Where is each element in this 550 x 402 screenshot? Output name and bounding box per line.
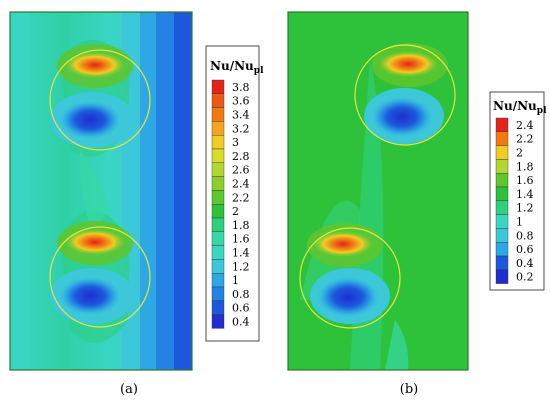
colorbar-a-swatch [211,259,225,274]
colorbar-b-swatch [495,200,509,215]
colorbar-b-swatch [495,117,509,133]
colorbar-b-tick-label: 0.8 [516,229,534,242]
colorbar-b-swatch [495,172,509,188]
colorbar-a-swatch [211,217,225,233]
cylinder-outline-b2 [299,227,401,329]
colorbar-b-tick-label: 2 [516,147,523,160]
colorbar-b-swatch [495,186,509,202]
colorbar-a-tick-label: 3.2 [232,122,250,135]
colorbar-a-tick-label: 3.6 [232,95,250,108]
colorbar-a-swatch [211,203,225,219]
colorbar-a-tick-label: 3.8 [232,81,250,94]
colorbar-a-tick-label: 2 [232,205,239,218]
colorbar-b-swatch [495,269,509,284]
colorbar-b-tick-label: 1 [516,216,523,229]
colorbar-a-swatch [211,245,225,260]
colorbar-b-swatch [495,255,509,271]
colorbar-a-swatch [211,162,225,177]
colorbar-b-tick-label: 2.2 [516,133,534,146]
colorbar-b-tick-label: 2.4 [516,119,534,132]
colorbar-a-swatch [211,176,225,191]
colorbar-a-swatch [211,93,225,108]
cylinder-outline-b1 [354,44,456,146]
colorbar-a-swatch [211,231,225,246]
colorbar-a-tick-label: 1.2 [232,260,250,273]
colorbar-a-swatch [211,286,225,302]
panel-b-border [287,11,469,371]
panel-label-b: (b) [400,382,418,397]
colorbar-a-tick-label: 1 [232,274,239,287]
colorbar-a-swatch [211,314,225,329]
colorbar-a-tick-label: 2.4 [232,178,250,191]
colorbar-b-title: Nu/Nupl [493,99,547,116]
colorbar-b-tick-label: 1.2 [516,202,534,215]
colorbar-b-swatch [495,145,509,160]
colorbar-b-swatch [495,241,509,257]
colorbar-b-tick-label: 0.6 [516,243,534,256]
colorbar-b-tick-label: 1.4 [516,188,534,201]
colorbar-a-swatch [211,273,225,288]
colorbar-a-swatch [211,190,225,205]
colorbar-a-tick-label: 1.6 [232,233,250,246]
cylinder-outline-a1 [49,49,151,151]
colorbar-b-tick-label: 1.8 [516,160,534,173]
cylinder-outline-a2 [49,226,151,328]
colorbar-b-swatch [495,228,509,243]
colorbar-b-swatch [495,214,509,229]
colorbar-b-tick-label: 0.4 [516,257,534,270]
colorbar-a: Nu/Nupl 3.83.63.43.232.82.62.42.221.81.6… [205,45,264,342]
colorbar-a-tick-label: 1.4 [232,247,250,260]
colorbar-a-swatch [211,107,225,122]
colorbar-a-swatch [211,148,225,164]
colorbar-b-swatch [495,131,509,146]
colorbar-b-swatch [495,159,509,174]
colorbar-a-tick-label: 0.6 [232,302,250,315]
colorbar-b: Nu/Nupl 2.42.221.81.61.41.210.80.60.40.2 [489,91,547,291]
colorbar-b-tick-label: 0.2 [516,271,534,284]
colorbar-a-tick-label: 0.8 [232,288,250,301]
panel-a-field [9,11,193,371]
colorbar-a-tick-label: 3 [232,136,239,149]
colorbar-b-tick-label: 1.6 [516,174,534,187]
colorbar-a-swatch [211,134,225,150]
colorbar-a-tick-label: 2.8 [232,150,250,163]
panel-b-field [287,11,469,371]
panel-a-border [9,11,193,371]
colorbar-a-swatch [211,121,225,136]
colorbar-a-title: Nu/Nupl [210,59,264,76]
colorbar-a-tick-label: 2.2 [232,191,250,204]
colorbar-a-tick-label: 3.4 [232,109,250,122]
colorbar-a-tick-label: 1.8 [232,219,250,232]
colorbar-a-tick-label: 0.4 [232,316,250,329]
colorbar-a-swatch [211,79,225,95]
colorbar-a-swatch [211,300,225,315]
colorbar-a-tick-label: 2.6 [232,164,250,177]
panel-label-a: (a) [120,382,138,397]
